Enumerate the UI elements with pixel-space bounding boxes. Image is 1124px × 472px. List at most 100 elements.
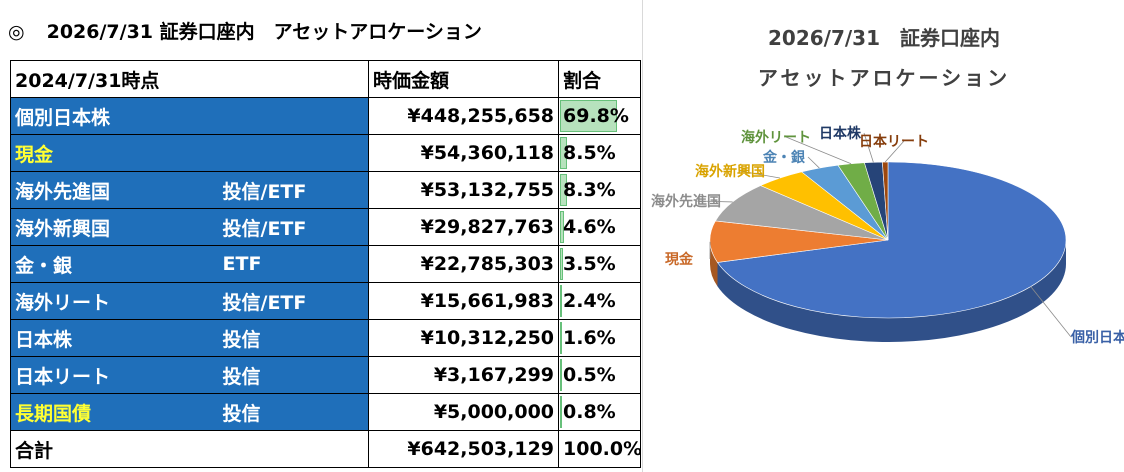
table-row: 長期国債 投信 ¥5,000,000 0.8% (10, 393, 642, 431)
row-ratio: 0.5% (558, 356, 642, 394)
row-type: 投信 (218, 319, 370, 357)
row-ratio: 1.6% (558, 319, 642, 357)
row-value: ¥29,827,763 (368, 208, 560, 246)
leader-line (884, 140, 905, 163)
ratio-bar (560, 359, 563, 391)
table-row: 金・銀 ETF ¥22,785,303 3.5% (10, 245, 642, 283)
row-value: ¥448,255,658 (368, 97, 560, 135)
pie-slice (716, 161, 1067, 319)
leader-line (1030, 286, 1072, 338)
ratio-bar (560, 137, 567, 169)
row-type (218, 97, 370, 135)
pie-slice (709, 220, 889, 263)
row-name: 海外リート (10, 282, 219, 320)
row-value: ¥22,785,303 (368, 245, 560, 283)
ratio-bar (560, 248, 563, 280)
table-row: 日本リート 投信 ¥3,167,299 0.5% (10, 356, 642, 394)
pie-slice (714, 185, 889, 241)
pie-slice-label: 海外新興国 (695, 163, 765, 180)
row-name: 海外先進国 (10, 171, 219, 209)
row-type (218, 134, 370, 172)
pie-slice-label: 海外リート (741, 129, 811, 146)
table-title: ◎ 2026/7/31 証券口座内 アセットアロケーション (8, 18, 482, 46)
row-ratio: 4.6% (558, 208, 642, 246)
row-ratio: 2.4% (558, 282, 642, 320)
table-title-text: 2026/7/31 証券口座内 アセットアロケーション (46, 21, 482, 43)
pie-side-個別日本株 (717, 240, 1066, 342)
ratio-text: 69.8% (563, 105, 629, 127)
row-name: 日本リート (10, 356, 219, 394)
leader-line (785, 136, 852, 165)
leader-line (807, 156, 820, 169)
title-mark: ◎ (8, 21, 25, 43)
ratio-text: 1.6% (563, 327, 616, 349)
row-name: 日本株 (10, 319, 219, 357)
row-value: ¥15,661,983 (368, 282, 560, 320)
leader-line (739, 170, 781, 179)
pie-slice-label: 個別日本株 (1070, 329, 1124, 346)
ratio-text: 8.5% (563, 142, 616, 164)
leader-line (695, 200, 733, 203)
ratio-text: 8.3% (563, 179, 616, 201)
row-ratio: 69.8% (558, 97, 642, 135)
table-row: 日本株 投信 ¥10,312,250 1.6% (10, 319, 642, 357)
row-name: 金・銀 (10, 245, 219, 283)
ratio-text: 0.8% (563, 401, 616, 423)
row-type: 投信 (218, 356, 370, 394)
table-row: 海外リート 投信/ETF ¥15,661,983 2.4% (10, 282, 642, 320)
chart-subtitle: アセットアロケーション (757, 66, 1011, 90)
allocation-table-panel: ◎ 2026/7/31 証券口座内 アセットアロケーション 2024/7/31時点… (8, 18, 642, 468)
ratio-text: 4.6% (563, 216, 616, 238)
ratio-bar (560, 174, 567, 206)
ratio-bar (560, 396, 563, 428)
table-row: 個別日本株 ¥448,255,658 69.8% (10, 97, 642, 135)
row-ratio: 0.8% (558, 393, 642, 431)
header-value: 時価金額 (368, 60, 560, 98)
table-row: 海外新興国 投信/ETF ¥29,827,763 4.6% (10, 208, 642, 246)
row-ratio: 8.3% (558, 171, 642, 209)
allocation-table: 2024/7/31時点 時価金額 割合 個別日本株 ¥448,255,658 69.… (9, 60, 642, 468)
row-type: 投信/ETF (218, 171, 370, 209)
row-name: 現金 (10, 134, 219, 172)
row-value: ¥3,167,299 (368, 356, 560, 394)
total-label: 合計 (9, 430, 370, 468)
pie-slices (709, 161, 1067, 319)
row-name: 海外新興国 (10, 208, 219, 246)
total-ratio: 100.0% (558, 430, 642, 468)
row-type: ETF (218, 245, 370, 283)
row-type: 投信 (218, 393, 370, 431)
pie-slice-label: 海外先進国 (651, 193, 721, 210)
ratio-text: 3.5% (563, 253, 616, 275)
pie-slice-label: 現金 (665, 251, 694, 268)
row-value: ¥10,312,250 (368, 319, 560, 357)
leader-line (863, 132, 874, 163)
ratio-text: 2.4% (563, 290, 616, 312)
pie-slice-label: 日本株 (819, 125, 862, 142)
pie-chart-panel: 2026/7/31 証券口座内 アセットアロケーション 個別日本株 現金 海外先進国… (642, 0, 1124, 472)
row-value: ¥53,132,755 (368, 171, 560, 209)
row-ratio: 3.5% (558, 245, 642, 283)
row-name: 個別日本株 (10, 97, 219, 135)
table-header-row: 2024/7/31時点 時価金額 割合 (9, 60, 642, 98)
pie-slice-label: 日本リート (859, 133, 929, 150)
table-row: 現金 ¥54,360,118 8.5% (10, 134, 642, 172)
row-value: ¥54,360,118 (368, 134, 560, 172)
row-type: 投信/ETF (218, 208, 370, 246)
ratio-text: 0.5% (563, 364, 616, 386)
total-value: ¥642,503,129 (368, 430, 560, 468)
row-ratio: 8.5% (558, 134, 642, 172)
total-row: 合計 ¥642,503,129 100.0% (9, 430, 642, 468)
ratio-bar (560, 285, 563, 317)
row-name: 長期国債 (10, 393, 219, 431)
pie-slice-label: 金・銀 (762, 149, 805, 166)
ratio-bar (560, 211, 564, 243)
row-value: ¥5,000,000 (368, 393, 560, 431)
header-date: 2024/7/31時点 (9, 60, 370, 98)
table-row: 海外先進国 投信/ETF ¥53,132,755 8.3% (10, 171, 642, 209)
ratio-bar (560, 322, 563, 354)
header-ratio: 割合 (558, 60, 642, 98)
chart-title: 2026/7/31 証券口座内 (767, 26, 1001, 50)
row-type: 投信/ETF (218, 282, 370, 320)
